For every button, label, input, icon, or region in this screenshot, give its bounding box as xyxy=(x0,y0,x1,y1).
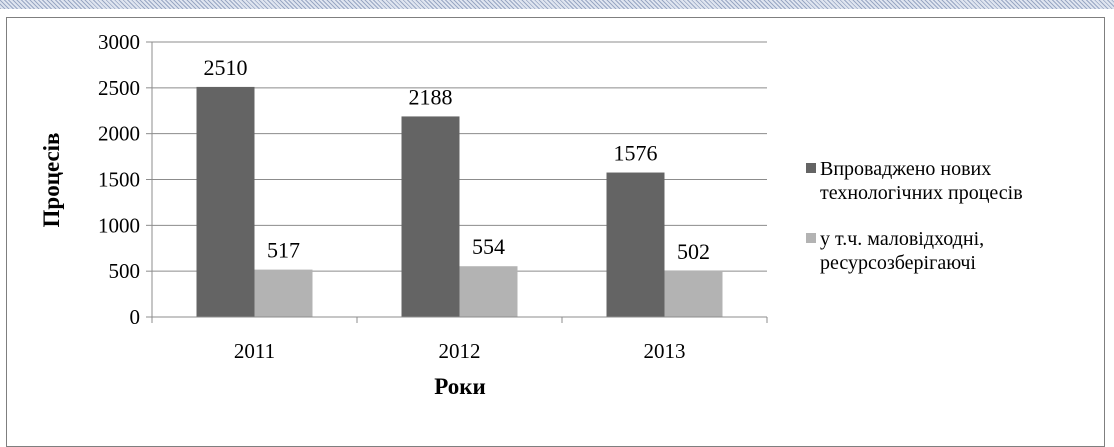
bar-2011-series-2 xyxy=(254,269,313,317)
bar-chart: 0 500 1000 1500 2000 2500 3000 2011 2012 2013 25… xyxy=(39,30,1023,399)
legend-swatch-1 xyxy=(806,163,816,173)
legend-label-2-line-1: у т.ч. маловідходні, xyxy=(820,228,984,250)
data-labels: 2510 517 2188 554 1576 502 xyxy=(204,55,711,264)
bar-2011-series-1 xyxy=(196,86,255,318)
bar-2012-series-1 xyxy=(401,116,460,317)
axes xyxy=(151,42,768,323)
y-axis-title: Процесів xyxy=(39,133,64,228)
data-label-2013-series-2: 502 xyxy=(677,239,710,264)
x-axis-title: Роки xyxy=(434,374,485,399)
data-label-2012-series-2: 554 xyxy=(472,234,505,259)
legend-label-1-line-1: Впроваджено нових xyxy=(820,158,991,180)
data-label-2011-series-2: 517 xyxy=(267,238,300,263)
legend-swatch-2 xyxy=(806,233,816,243)
bar-2013-series-1 xyxy=(606,172,665,317)
y-tick-label-1000: 1000 xyxy=(98,213,140,237)
x-tick-labels: 2011 2012 2013 xyxy=(234,339,686,363)
bar-2012-series-2 xyxy=(459,266,518,317)
y-tick-label-2000: 2000 xyxy=(98,122,140,146)
y-tick-label-3000: 3000 xyxy=(98,30,140,54)
data-label-2012-series-1: 2188 xyxy=(409,84,453,109)
bar-2013-series-2 xyxy=(664,270,723,317)
y-tick-label-2500: 2500 xyxy=(98,76,140,100)
x-tick-label-2011: 2011 xyxy=(234,339,275,363)
legend-label-2-line-2: ресурсозберігаючі xyxy=(820,252,976,274)
bars xyxy=(196,86,723,318)
legend-label-1-line-2: технологічних процесів xyxy=(820,182,1023,204)
chart-frame xyxy=(6,17,1105,447)
y-tick-label-500: 500 xyxy=(109,259,141,283)
x-tick-label-2012: 2012 xyxy=(439,339,481,363)
y-tick-label-1500: 1500 xyxy=(98,168,140,192)
y-tick-labels: 0 500 1000 1500 2000 2500 3000 xyxy=(98,30,140,329)
y-tick-label-0: 0 xyxy=(130,305,141,329)
window-top-border xyxy=(0,0,1114,9)
data-label-2011-series-1: 2510 xyxy=(204,55,248,80)
data-label-2013-series-1: 1576 xyxy=(614,141,658,166)
x-tick-label-2013: 2013 xyxy=(644,339,686,363)
